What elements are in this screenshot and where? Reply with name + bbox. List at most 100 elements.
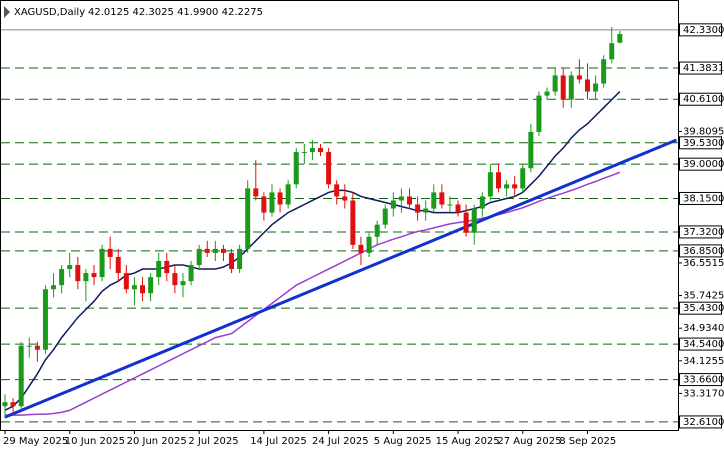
level-label-box: [679, 301, 722, 315]
x-tick-label: 15 Aug 2025: [436, 436, 500, 447]
candle-body: [253, 188, 259, 197]
candle-body: [415, 204, 421, 213]
candle-body: [51, 285, 57, 290]
candle-body: [439, 192, 445, 205]
chart-title: XAGUSD,Daily: [14, 7, 85, 18]
candle-body: [172, 273, 178, 286]
level-label: 37.3200: [683, 227, 724, 238]
level-label: 39.0000: [683, 159, 724, 170]
level-label: 33.6600: [683, 375, 724, 386]
candle-body: [584, 79, 590, 92]
level-label-box: [679, 337, 722, 351]
level-label-box: [679, 191, 722, 205]
candle-body: [568, 75, 574, 100]
candle-body: [350, 200, 356, 245]
x-tick-label: 24 Jul 2025: [312, 436, 369, 447]
candle-body: [334, 184, 340, 197]
level-label: 39.5300: [683, 138, 724, 149]
level-label-box: [679, 373, 722, 387]
candle-body: [164, 260, 170, 274]
candle-body: [245, 188, 251, 249]
candle-body: [431, 192, 437, 209]
candle-body: [26, 345, 32, 347]
candle-body: [382, 208, 388, 225]
candle-body: [447, 204, 453, 206]
level-label: 40.6100: [683, 94, 724, 105]
candle-body: [520, 168, 526, 189]
level-label: 41.3831: [683, 63, 724, 74]
candle-body: [293, 152, 299, 185]
moving-average: [5, 171, 621, 416]
candle-body: [326, 152, 332, 185]
candle-body: [34, 345, 40, 350]
level-label-box: [679, 225, 722, 239]
candle-body: [528, 131, 534, 169]
moving-average: [4, 91, 621, 411]
candle-body: [390, 200, 396, 209]
candle-body: [180, 281, 186, 286]
candle-body: [285, 184, 291, 205]
x-tick-label: 5 Aug 2025: [374, 436, 432, 447]
candle-body: [42, 289, 48, 350]
candle-body: [593, 83, 599, 92]
candle-body: [504, 184, 510, 189]
y-tick-label: 35.7425: [683, 291, 724, 302]
candle-body: [196, 248, 202, 266]
candle-body: [140, 285, 146, 294]
level-label: 38.1500: [683, 193, 724, 204]
candle-body: [358, 244, 364, 253]
candle-body: [237, 248, 243, 270]
candle-body: [229, 252, 235, 270]
candle-body: [342, 196, 348, 201]
x-tick-label: 29 May 2025: [3, 436, 68, 447]
candle-body: [536, 95, 542, 132]
level-label: 34.5400: [683, 339, 724, 350]
candle-body: [212, 248, 218, 253]
candle-body: [83, 273, 89, 282]
y-tick-label: 39.8095: [683, 127, 724, 138]
candle-body: [115, 256, 121, 274]
x-tick-label: 10 Jun 2025: [65, 436, 125, 447]
candle-body: [107, 248, 113, 257]
candle-body: [99, 248, 105, 278]
level-label-box: [679, 244, 722, 258]
x-tick-label: 8 Sep 2025: [559, 436, 616, 447]
candle-body: [131, 285, 137, 290]
x-tick-label: 27 Aug 2025: [497, 436, 561, 447]
ohlc-header: 42.0125 42.3025 41.9900 42.2275: [88, 7, 263, 18]
candle-body: [18, 345, 24, 407]
candle-body: [423, 208, 429, 213]
candle-body: [204, 248, 210, 253]
candle-body: [123, 273, 129, 290]
candle-body: [269, 192, 275, 213]
level-label-box: [679, 23, 722, 37]
symbol-icon: [4, 6, 10, 18]
level-label: 42.3300: [683, 25, 724, 36]
level-label: 32.6100: [683, 417, 724, 428]
level-label-box: [679, 157, 722, 171]
candle-body: [398, 196, 404, 201]
candle-body: [552, 75, 558, 92]
candle-body: [560, 75, 566, 100]
level-label: 35.4300: [683, 303, 724, 314]
candle-body: [366, 236, 372, 253]
candle-body: [91, 273, 97, 278]
x-tick-label: 20 Jun 2025: [127, 436, 187, 447]
y-tick-label: 34.9340: [683, 323, 724, 334]
candle-body: [544, 91, 550, 96]
candle-body: [261, 196, 267, 213]
candle-body: [188, 265, 194, 282]
candle-body: [309, 148, 315, 153]
plot-frame: [0, 0, 679, 431]
trendline: [4, 138, 678, 419]
candle-body: [495, 172, 501, 189]
level-label-box: [679, 136, 722, 150]
candle-body: [374, 224, 380, 237]
y-tick-label: 36.5515: [683, 258, 724, 269]
candle-body: [2, 402, 8, 407]
candle-body: [512, 184, 518, 189]
candle-body: [59, 269, 65, 286]
candle-body: [67, 265, 73, 270]
candle-body: [318, 148, 324, 153]
